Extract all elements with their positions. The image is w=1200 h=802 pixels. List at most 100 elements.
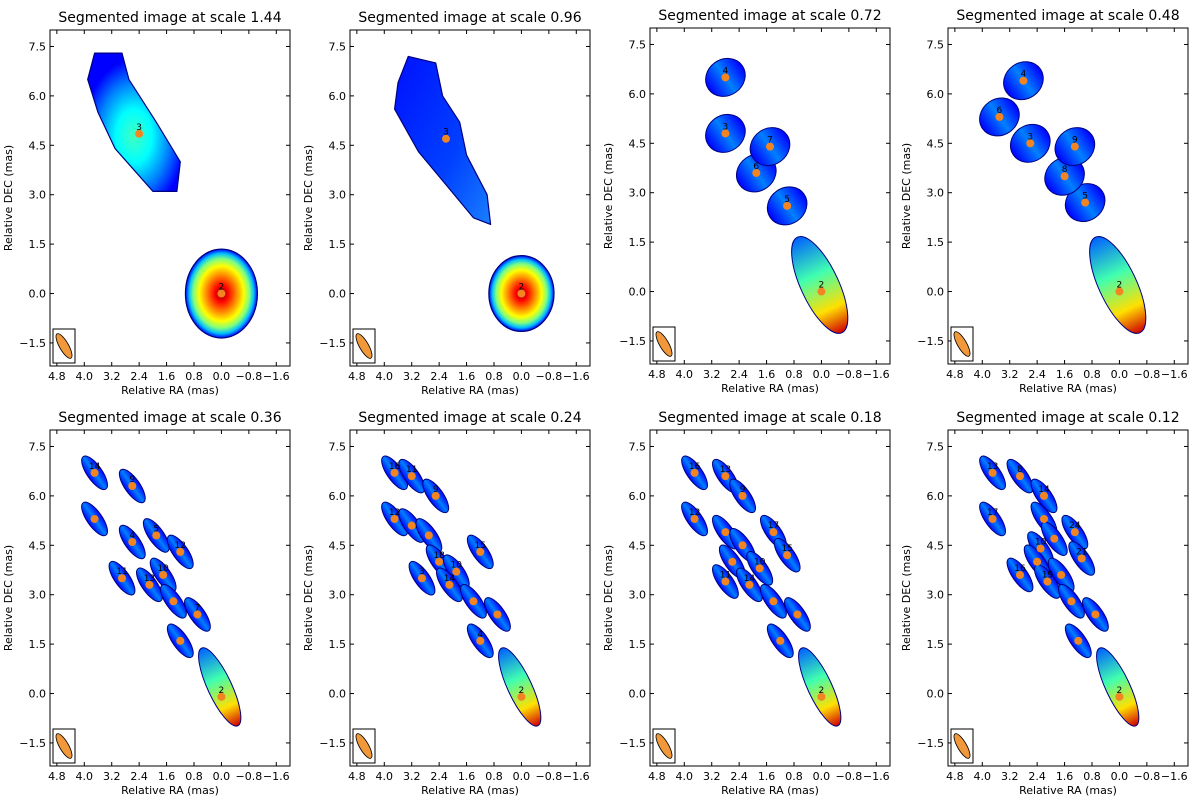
component-label: 2 (219, 686, 225, 696)
x-tick-label: 4.0 (376, 370, 394, 383)
emission-layer (394, 55, 555, 333)
component-label: 5 (153, 524, 159, 534)
y-tick-label: 1.5 (629, 236, 647, 249)
x-tick-label: 0.0 (213, 770, 231, 783)
y-tick-label: 7.5 (29, 40, 47, 53)
core-region (1096, 647, 1140, 727)
x-tick-label: 2.4 (730, 368, 748, 381)
component-marker (145, 580, 154, 589)
x-tick-label: −1.6 (563, 370, 590, 383)
y-tick-label: −1.5 (619, 737, 646, 750)
x-tick-label: 0.0 (1111, 368, 1129, 381)
component-marker (1026, 139, 1035, 148)
x-tick-label: 4.0 (76, 770, 94, 783)
component-marker (721, 577, 730, 586)
component-marker (176, 547, 185, 556)
component-marker (721, 472, 730, 481)
panel-title: Segmented image at scale 0.96 (358, 10, 581, 26)
component-label: 18 (433, 551, 445, 561)
component-marker (418, 574, 426, 583)
y-tick-label: 6.0 (629, 490, 647, 503)
x-tick-label: 1.6 (758, 368, 776, 381)
x-tick-label: 3.2 (703, 770, 721, 783)
y-axis-label: Relative DEC (mas) (302, 145, 315, 251)
component-marker (217, 692, 226, 701)
component-marker (793, 610, 802, 619)
component-label: 14 (89, 462, 101, 472)
x-tick-label: 0.0 (213, 370, 231, 383)
component-marker (469, 597, 478, 606)
component-marker (783, 201, 792, 210)
component-marker (1081, 198, 1090, 207)
y-tick-label: −1.5 (19, 737, 46, 750)
y-tick-label: 6.0 (29, 90, 47, 103)
component-marker (766, 142, 774, 151)
x-tick-label: −1.6 (1161, 770, 1188, 783)
y-tick-label: 3.0 (927, 187, 945, 200)
component-marker (745, 580, 754, 589)
panel-title: Segmented image at scale 0.24 (358, 410, 581, 426)
y-tick-label: 0.0 (927, 286, 945, 299)
x-tick-label: −1.6 (563, 770, 590, 783)
y-tick-label: 0.0 (29, 688, 47, 701)
x-tick-label: 4.0 (376, 770, 394, 783)
component-label: 3 (723, 122, 729, 132)
plot-frame (49, 29, 291, 367)
component-label: 4 (723, 66, 729, 76)
beam-ellipse (953, 733, 971, 759)
x-tick-label: 4.0 (676, 770, 694, 783)
x-tick-label: −0.8 (235, 370, 262, 383)
component-label: 12 (689, 508, 700, 518)
component-marker (769, 528, 778, 537)
x-axis-label: Relative RA (mas) (421, 384, 519, 397)
component-label: 16 (689, 462, 701, 472)
panel-7: Segmented image at scale 0.18 4.8 4.0 3.2 2.… (602, 410, 891, 797)
component-label: 17 (768, 521, 779, 531)
y-tick-label: 7.5 (629, 38, 647, 51)
component-label: 15 (475, 541, 486, 551)
y-tick-label: 7.5 (927, 38, 945, 51)
y-tick-label: 4.5 (629, 137, 647, 150)
plot-frame (349, 429, 591, 767)
x-tick-label: 2.4 (430, 770, 448, 783)
plot-frame (649, 429, 891, 767)
component-label: 12 (175, 541, 186, 551)
component-marker (817, 287, 826, 296)
component-marker (1050, 534, 1059, 543)
component-label: 13 (720, 465, 731, 475)
plot-frame (649, 27, 891, 365)
component-marker (1074, 636, 1083, 645)
y-axis-label: Relative DEC (mas) (602, 545, 615, 651)
x-tick-label: 2.4 (1028, 368, 1046, 381)
panel-title: Segmented image at scale 0.18 (658, 410, 881, 426)
panel-title: Segmented image at scale 0.36 (58, 410, 281, 426)
component-label: 12 (389, 508, 400, 518)
component-marker (1040, 514, 1048, 523)
component-label: 9 (1072, 136, 1078, 146)
panel-5: Segmented image at scale 0.36 4.8 4.0 3.2 2.… (2, 410, 291, 797)
x-tick-label: 4.8 (348, 370, 366, 383)
x-tick-label: 3.2 (1001, 368, 1019, 381)
core-region (791, 236, 849, 334)
x-tick-label: 4.0 (76, 370, 94, 383)
beam-ellipse (55, 733, 73, 759)
x-tick-label: 0.8 (485, 370, 503, 383)
x-tick-label: 1.6 (1056, 770, 1074, 783)
component-label: 3 (443, 128, 449, 138)
y-tick-label: 7.5 (927, 440, 945, 453)
y-tick-label: 1.5 (329, 238, 347, 251)
component-marker (152, 531, 161, 540)
component-marker (783, 551, 792, 560)
y-tick-label: 3.0 (629, 589, 647, 602)
panel-4: Segmented image at scale 0.48 4.8 4.0 3.2 2.… (900, 8, 1189, 395)
component-marker (390, 468, 399, 477)
component-marker (1070, 528, 1079, 537)
y-tick-label: 1.5 (927, 236, 945, 249)
y-tick-label: 4.5 (927, 137, 945, 150)
y-axis-label: Relative DEC (mas) (2, 145, 15, 251)
y-tick-label: 7.5 (629, 440, 647, 453)
x-tick-label: 4.0 (676, 368, 694, 381)
y-tick-label: 1.5 (629, 638, 647, 651)
x-tick-label: 4.0 (974, 770, 992, 783)
x-tick-label: 1.6 (158, 370, 176, 383)
